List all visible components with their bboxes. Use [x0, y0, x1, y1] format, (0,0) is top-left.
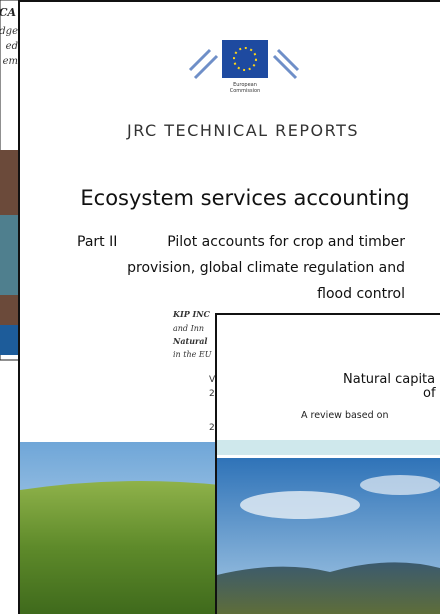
author-line: and Inn — [173, 324, 204, 333]
front-subtitle: A review based on — [301, 410, 389, 421]
teal-band — [217, 440, 440, 455]
subtitle-line: provision, global climate regulation and — [127, 260, 405, 276]
front-title-line: Natural capita — [343, 372, 435, 387]
author-line: Natural — [172, 336, 207, 346]
subtitle-line: Pilot accounts for crop and timber — [167, 234, 405, 250]
cloud — [240, 491, 360, 519]
author-line: in the EU — [173, 350, 212, 359]
back-line: CA — [0, 6, 16, 19]
info-line: 2 — [209, 389, 215, 399]
back-line: dge — [0, 26, 18, 37]
wheat-field — [20, 481, 220, 614]
eu-flag — [222, 40, 268, 78]
title: Ecosystem services accounting — [80, 186, 409, 210]
logo-caption: Commission — [230, 88, 261, 94]
series: JRC TECHNICAL REPORTS — [126, 121, 359, 140]
author-line: KIP INC — [172, 309, 211, 319]
back-line: ed — [6, 41, 18, 52]
front-cover: Natural capita of A review based on — [216, 314, 440, 614]
info-line: 2 — [209, 423, 215, 433]
info-line: V — [209, 375, 216, 385]
covers: CA dge ed em European Commission JRC TEC… — [0, 0, 440, 614]
cloud — [360, 475, 440, 495]
page: {"back_cover": {"lines": ["CA", "dge", "… — [0, 0, 440, 614]
part: Part II — [77, 234, 117, 250]
subtitle-line: flood control — [317, 286, 405, 302]
front-title-line: of — [423, 386, 436, 401]
back-line: em — [3, 56, 18, 67]
